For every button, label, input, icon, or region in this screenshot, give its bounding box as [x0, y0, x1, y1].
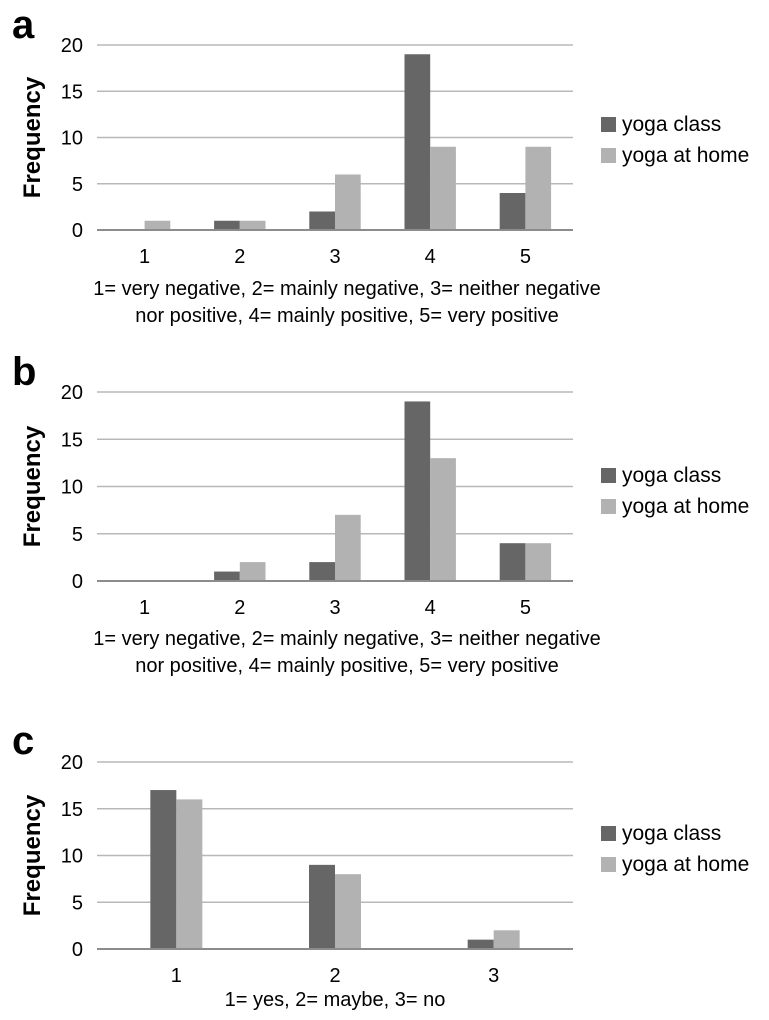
y-tick-label: 0 [72, 220, 83, 242]
y-tick-label: 20 [61, 752, 83, 774]
legend: yoga class yoga at home [601, 113, 749, 167]
legend-swatch [601, 857, 616, 872]
bar-yoga-class-2 [214, 571, 240, 581]
bar-yoga-at-home-2 [239, 562, 266, 581]
bar-yoga-class-1 [150, 790, 177, 949]
y-tick-label: 20 [61, 35, 83, 57]
y-tick-label: 5 [72, 892, 83, 914]
bar-yoga-at-home-2 [239, 220, 266, 230]
legend-label: yoga at home [622, 495, 749, 518]
bar-yoga-at-home-5 [525, 146, 552, 230]
y-axis-label: Frequency [19, 794, 46, 916]
bar-yoga-class-5 [499, 193, 526, 230]
x-axis-label: nor positive, 4= mainly positive, 5= ver… [135, 305, 559, 327]
legend-swatch [601, 499, 616, 514]
x-tick-label: 4 [425, 246, 436, 268]
bar-yoga-class-3 [467, 939, 494, 949]
legend-swatch [601, 117, 616, 132]
x-tick-label: 4 [425, 597, 436, 619]
bar-yoga-at-home-4 [430, 458, 456, 581]
x-tick-label: 1 [139, 246, 150, 268]
legend-swatch [601, 148, 616, 163]
y-axis-label: Frequency [19, 425, 46, 547]
y-tick-label: 10 [61, 846, 83, 868]
bar-yoga-class-2 [309, 864, 335, 949]
bar-yoga-at-home-1 [176, 799, 203, 949]
y-tick-label: 15 [61, 799, 83, 821]
bar-yoga-at-home-3 [493, 930, 520, 949]
legend-swatch [601, 468, 616, 483]
chart-panel-b: b 0 5 10 15 20 Frequency 1 2 3 4 5 1= very negative,… [12, 350, 749, 677]
x-tick-label: 2 [234, 246, 245, 268]
panel-letter: a [12, 3, 35, 47]
legend-label: yoga at home [622, 144, 749, 167]
chart-panel-c: c 0 5 10 15 20 Frequency 1 2 3 1= yes, 2= maybe, 3… [12, 719, 749, 1011]
bar-yoga-at-home-1 [144, 220, 171, 230]
x-tick-label: 1 [171, 965, 182, 987]
bar-yoga-class-5 [499, 543, 526, 581]
y-tick-label: 5 [72, 524, 83, 546]
y-tick-label: 15 [61, 81, 83, 103]
bar-yoga-class-2 [214, 220, 240, 230]
x-tick-label: 3 [329, 246, 340, 268]
legend-label: yoga class [622, 822, 721, 845]
bar-yoga-class-3 [309, 211, 335, 230]
bar-yoga-at-home-3 [335, 174, 361, 230]
bar-yoga-class-4 [404, 401, 431, 581]
x-tick-label: 3 [329, 597, 340, 619]
y-tick-label: 0 [72, 571, 83, 593]
y-tick-label: 0 [72, 939, 83, 961]
y-tick-label: 5 [72, 174, 83, 196]
legend-label: yoga class [622, 464, 721, 487]
bar-yoga-at-home-4 [430, 146, 456, 230]
x-axis-label: nor positive, 4= mainly positive, 5= ver… [135, 655, 559, 677]
legend: yoga class yoga at home [601, 822, 749, 876]
x-axis-label: 1= yes, 2= maybe, 3= no [225, 989, 446, 1011]
bar-yoga-class-4 [404, 54, 431, 230]
bar-yoga-at-home-3 [335, 514, 361, 581]
y-tick-label: 10 [61, 477, 83, 499]
x-tick-label: 1 [139, 597, 150, 619]
panel-letter: c [12, 719, 34, 763]
y-tick-label: 10 [61, 128, 83, 150]
legend-swatch [601, 826, 616, 841]
x-tick-label: 2 [234, 597, 245, 619]
chart-panel-a: a 0 5 10 15 20 Frequency 1 2 3 4 5 1= very negative,… [12, 3, 749, 327]
y-tick-label: 15 [61, 429, 83, 451]
x-axis-label: 1= very negative, 2= mainly negative, 3=… [93, 628, 601, 650]
legend: yoga class yoga at home [601, 464, 749, 518]
x-tick-label: 5 [520, 246, 531, 268]
x-tick-label: 3 [488, 965, 499, 987]
y-tick-label: 20 [61, 382, 83, 404]
legend-label: yoga at home [622, 853, 749, 876]
bar-yoga-at-home-2 [335, 874, 361, 949]
panel-letter: b [12, 350, 36, 394]
legend-label: yoga class [622, 113, 721, 136]
x-tick-label: 5 [520, 597, 531, 619]
bar-yoga-at-home-5 [525, 543, 552, 581]
bar-yoga-class-3 [309, 562, 335, 581]
x-axis-label: 1= very negative, 2= mainly negative, 3=… [93, 278, 601, 300]
y-axis-label: Frequency [19, 76, 46, 198]
x-tick-label: 2 [329, 965, 340, 987]
